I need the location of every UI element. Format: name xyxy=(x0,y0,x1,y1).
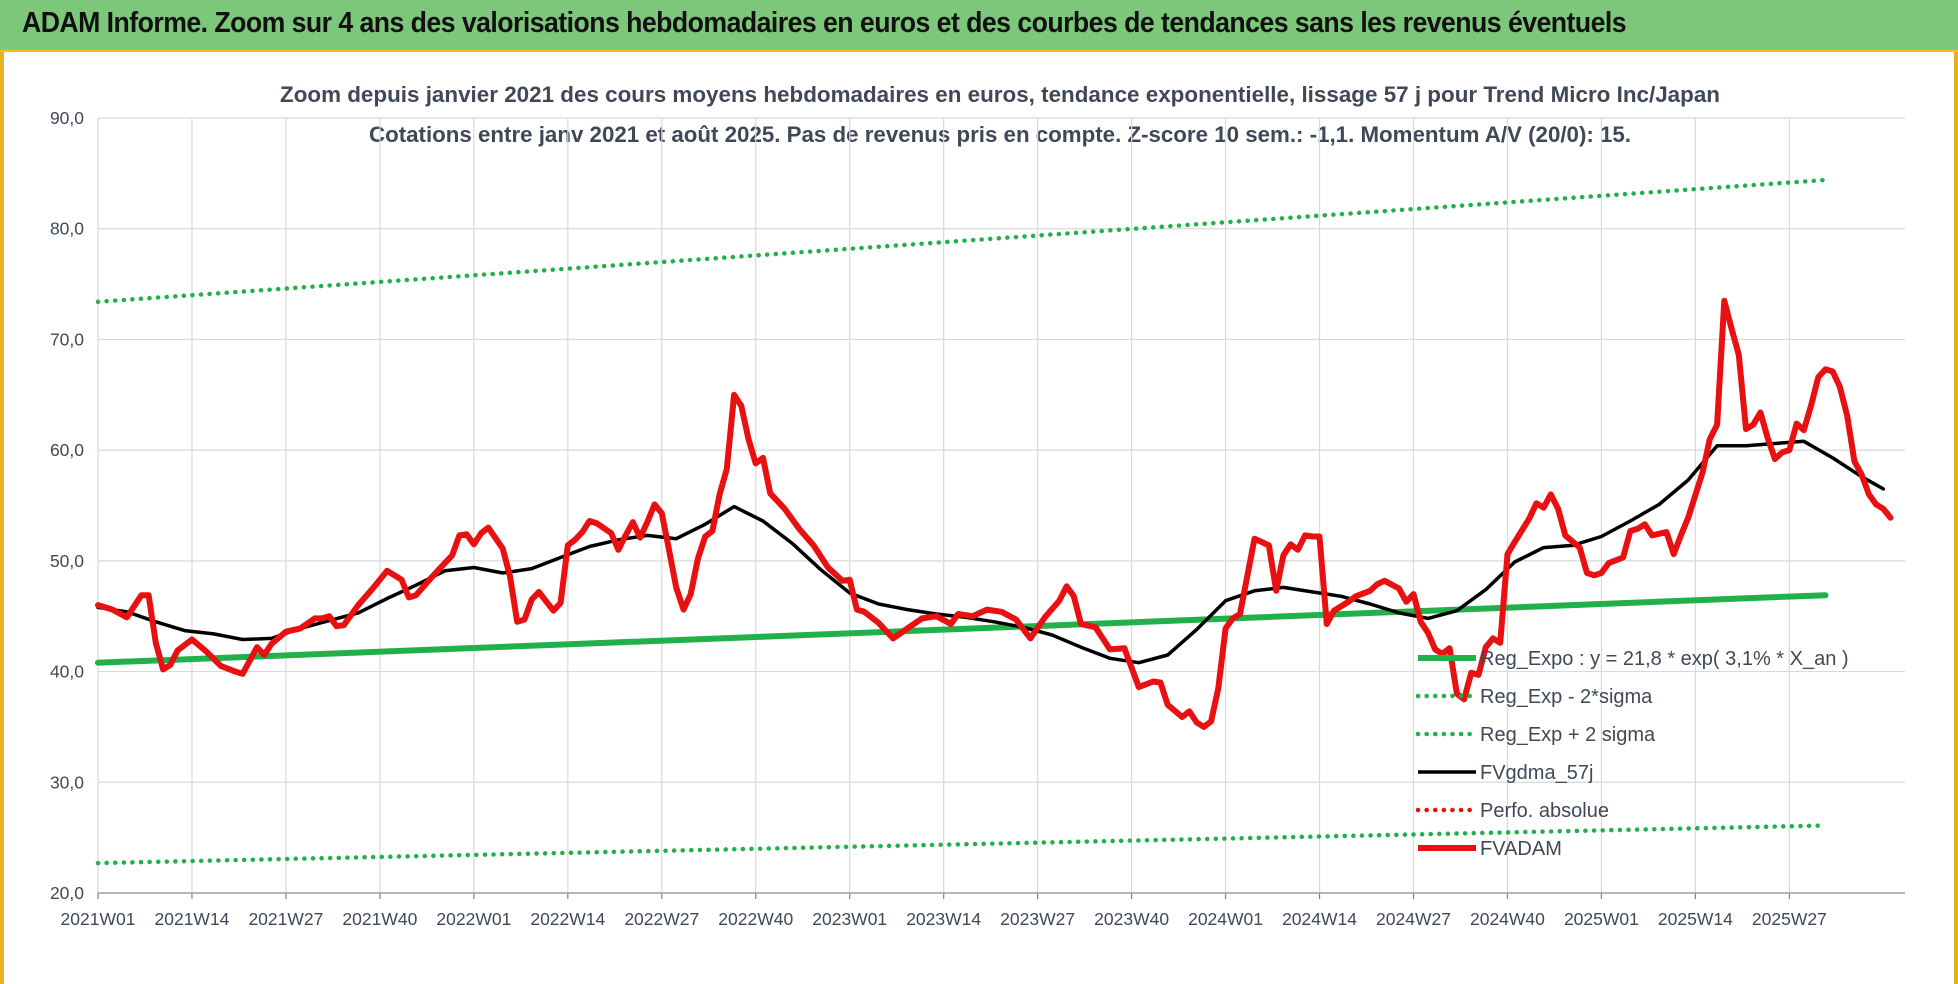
x-tick-label: 2024W01 xyxy=(1188,909,1263,929)
x-tick-label: 2021W14 xyxy=(155,909,230,929)
report-title: ADAM Informe. Zoom sur 4 ans des valoris… xyxy=(22,7,1627,39)
x-tick-label: 2024W14 xyxy=(1282,909,1357,929)
series-line-2 xyxy=(95,177,1828,305)
legend-entry: Reg_Exp - 2*sigma xyxy=(1480,686,1653,708)
y-tick-label: 70,0 xyxy=(50,329,84,349)
chart-subtitle: Cotations entre janv 2021 et août 2025. … xyxy=(369,122,1631,147)
series-line-3 xyxy=(96,439,1886,665)
x-tick-label: 2025W27 xyxy=(1752,909,1827,929)
x-tick-label: 2025W14 xyxy=(1658,909,1733,929)
x-tick-label: 2025W01 xyxy=(1564,909,1639,929)
legend: Reg_Expo : y = 21,8 * exp( 3,1% * X_an )… xyxy=(1415,648,1849,860)
x-tick-label: 2023W40 xyxy=(1094,909,1169,929)
series-line-0 xyxy=(95,592,1829,666)
x-tick-label: 2023W27 xyxy=(1000,909,1075,929)
x-tick-label: 2024W40 xyxy=(1470,909,1545,929)
y-tick-label: 50,0 xyxy=(50,551,84,571)
gridlines xyxy=(97,117,1905,899)
y-tick-label: 30,0 xyxy=(50,772,84,792)
series-line-1 xyxy=(95,823,1828,866)
x-tick-label: 2022W27 xyxy=(624,909,699,929)
x-tick-label: 2024W27 xyxy=(1376,909,1451,929)
legend-entry: FVgdma_57j xyxy=(1480,762,1593,784)
legend-entry: Reg_Exp + 2 sigma xyxy=(1480,724,1656,746)
legend-entry: FVADAM xyxy=(1480,838,1562,860)
x-tick-label: 2021W01 xyxy=(61,909,136,929)
y-tick-label: 20,0 xyxy=(50,883,84,903)
legend-entry: Reg_Expo : y = 21,8 * exp( 3,1% * X_an ) xyxy=(1480,648,1849,670)
x-tick-label: 2022W01 xyxy=(436,909,511,929)
y-axis-tick-labels: 20,0 30,0 40,0 50,0 60,0 70,0 80,0 90,0 xyxy=(50,108,84,903)
x-tick-label: 2023W14 xyxy=(906,909,981,929)
chart-title: Zoom depuis janvier 2021 des cours moyen… xyxy=(280,82,1720,107)
series-line-5 xyxy=(95,297,1894,730)
x-tick-label: 2022W40 xyxy=(718,909,793,929)
x-tick-label: 2022W14 xyxy=(530,909,605,929)
legend-entry: Perfo. absolue xyxy=(1480,800,1609,822)
series-lines xyxy=(95,177,1894,866)
x-tick-label: 2023W01 xyxy=(812,909,887,929)
report-banner: ADAM Informe. Zoom sur 4 ans des valoris… xyxy=(0,0,1958,52)
x-axis-tick-labels: 2021W01 2021W14 2021W27 2021W40 2022W01 2022W… xyxy=(61,909,1827,929)
x-tick-label: 2021W27 xyxy=(248,909,323,929)
x-tick-label: 2021W40 xyxy=(342,909,417,929)
y-tick-label: 80,0 xyxy=(50,219,84,239)
y-tick-label: 60,0 xyxy=(50,440,84,460)
chart-frame xyxy=(0,52,1958,984)
y-tick-label: 40,0 xyxy=(50,662,84,682)
y-tick-label: 90,0 xyxy=(50,108,84,128)
